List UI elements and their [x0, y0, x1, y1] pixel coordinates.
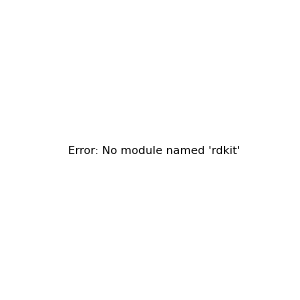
Text: Error: No module named 'rdkit': Error: No module named 'rdkit' [68, 146, 240, 157]
